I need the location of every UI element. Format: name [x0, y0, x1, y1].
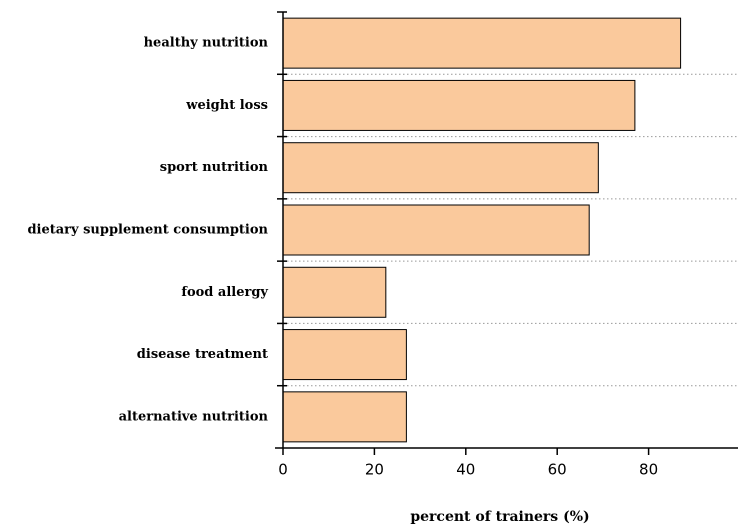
y-tick-label: sport nutrition	[160, 160, 269, 175]
x-axis-label: percent of trainers (%)	[410, 509, 589, 525]
bar	[282, 17, 682, 69]
bar	[282, 204, 590, 256]
bar	[282, 266, 387, 318]
bar	[282, 391, 407, 443]
x-tick-label: 80	[639, 461, 658, 479]
x-tick-label: 0	[278, 461, 288, 479]
y-tick-label: healthy nutrition	[144, 36, 269, 51]
y-tick-label: dietary supplement consumption	[27, 223, 268, 238]
x-tick-label: 20	[365, 461, 384, 479]
y-tick-label: alternative nutrition	[119, 409, 269, 424]
x-tick-label: 40	[456, 461, 475, 479]
x-tick-label: 60	[548, 461, 567, 479]
bar	[282, 79, 636, 131]
y-tick-label: food allergy	[181, 285, 268, 300]
y-tick-label: weight loss	[185, 98, 268, 113]
y-tick-label: disease treatment	[137, 347, 268, 362]
bar	[282, 329, 407, 381]
bar	[282, 142, 599, 194]
